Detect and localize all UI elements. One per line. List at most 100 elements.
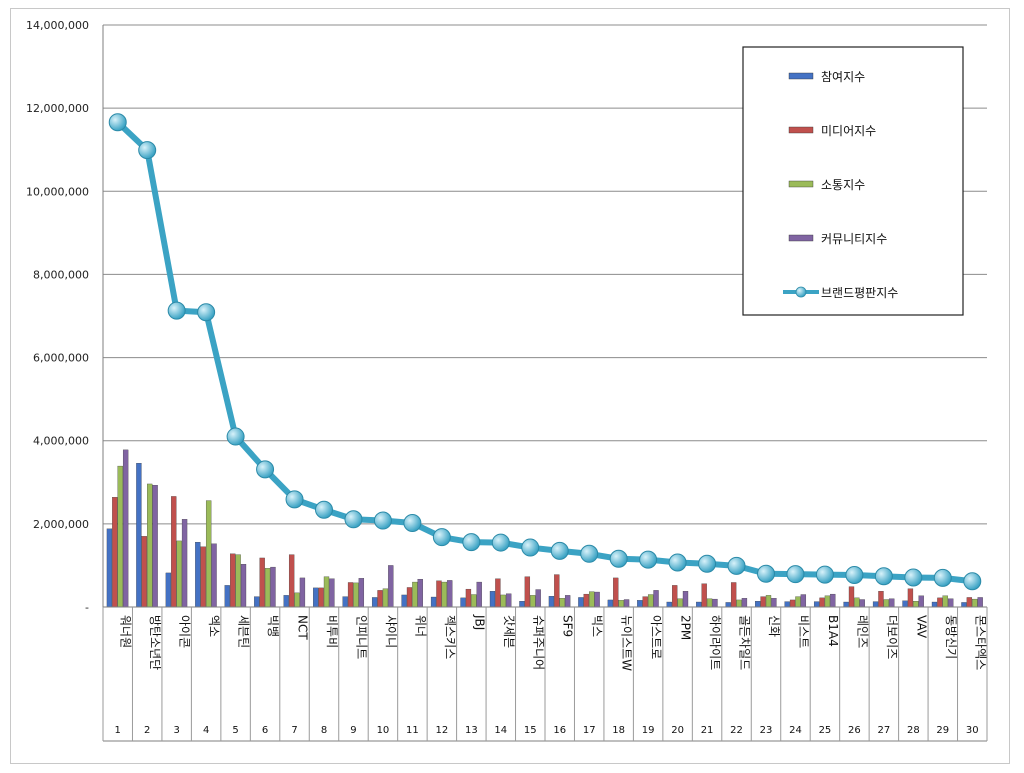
bar	[972, 598, 978, 608]
bar	[318, 587, 324, 608]
bar	[830, 593, 836, 608]
line-point	[550, 541, 569, 560]
bar	[859, 599, 865, 608]
bar	[524, 576, 531, 608]
y-tick-label: 6,000,000	[33, 352, 89, 365]
x-tick-label: SF9	[561, 615, 575, 637]
bar	[299, 577, 306, 608]
bar	[736, 599, 742, 608]
bar	[682, 591, 689, 608]
bar	[122, 449, 129, 608]
bar	[181, 519, 188, 608]
x-tick-label: 아이콘	[178, 615, 192, 648]
bar	[813, 601, 820, 608]
bar	[653, 590, 659, 608]
bar	[106, 528, 113, 608]
bar	[789, 599, 796, 608]
x-tick-label: 위너	[413, 615, 427, 637]
bar	[235, 554, 241, 608]
bar	[623, 599, 630, 608]
bar	[353, 582, 359, 608]
bar	[618, 600, 624, 608]
bar	[594, 591, 600, 608]
bar	[854, 597, 860, 608]
x-tick-label: NCT	[296, 615, 310, 640]
rank-label: 28	[907, 725, 920, 736]
bar	[755, 601, 761, 608]
x-tick-label: JBJ	[472, 614, 486, 630]
line-point	[462, 533, 481, 552]
line-point	[197, 303, 216, 322]
rank-label: 27	[877, 725, 890, 736]
bar	[388, 565, 394, 608]
x-tick-label: 방탄소년단	[148, 615, 162, 670]
rank-label: 11	[406, 725, 419, 736]
bar	[447, 580, 453, 608]
rank-label: 21	[701, 725, 714, 736]
rank-label: 16	[553, 725, 566, 736]
legend-swatch	[788, 126, 814, 134]
rank-label: 18	[612, 725, 625, 736]
brand-reputation-chart: - 2,000,000 4,000,000 6,000,000 8,000,000 10,…	[26, 19, 988, 742]
bar	[730, 582, 737, 608]
bar	[948, 598, 954, 608]
x-tick-label: 동방신기	[944, 615, 958, 659]
bar	[741, 598, 748, 608]
rank-label: 5	[232, 725, 238, 736]
line-point	[226, 427, 245, 446]
x-tick-label: 세븐틴	[237, 615, 251, 648]
y-tick-label: -	[85, 601, 89, 614]
bar	[329, 578, 335, 608]
bar	[152, 485, 158, 608]
bar	[506, 593, 512, 608]
line-point	[668, 553, 687, 572]
bar	[843, 601, 849, 608]
bar	[907, 588, 914, 608]
bar	[270, 566, 276, 608]
bar	[500, 594, 506, 608]
rank-label: 1	[115, 725, 121, 736]
x-tick-label: 비투비	[325, 615, 339, 648]
bar	[471, 594, 477, 608]
bar	[465, 588, 472, 608]
bar	[136, 463, 142, 608]
line-point	[315, 500, 333, 519]
bar	[535, 589, 541, 608]
bar	[937, 597, 943, 608]
line-point	[491, 533, 510, 552]
x-tick-label: 아스트로	[649, 615, 663, 659]
x-tick-label: VAV	[914, 615, 928, 639]
bar	[205, 500, 212, 608]
line-point	[698, 554, 717, 573]
bar	[819, 597, 825, 608]
bar	[165, 572, 172, 608]
rank-label: 12	[435, 725, 448, 736]
bar	[460, 597, 466, 608]
rank-label: 9	[350, 725, 356, 736]
x-tick-label: 젝스키스	[443, 615, 457, 659]
bar	[147, 483, 153, 608]
bar	[902, 600, 908, 608]
bar	[559, 598, 565, 608]
bar	[230, 553, 236, 608]
bar	[371, 597, 378, 608]
rank-label: 17	[583, 725, 596, 736]
bar	[637, 600, 643, 608]
x-tick-label: 2PM	[679, 615, 693, 640]
bar	[112, 497, 118, 608]
bar	[254, 596, 260, 608]
line-point	[580, 544, 599, 563]
rank-label: 3	[173, 725, 179, 736]
bar	[795, 596, 801, 608]
bar	[240, 564, 247, 608]
bar	[117, 465, 123, 608]
y-tick-label: 12,000,000	[26, 102, 89, 115]
rank-label: 25	[819, 725, 832, 736]
line-point	[256, 460, 275, 479]
line-point	[963, 572, 982, 591]
x-tick-label: 하이라이트	[708, 615, 722, 670]
rank-label: 15	[524, 725, 537, 736]
x-tick-label: 더보이즈	[885, 615, 899, 659]
x-tick-label: 신화	[767, 615, 781, 637]
bar	[647, 594, 654, 608]
